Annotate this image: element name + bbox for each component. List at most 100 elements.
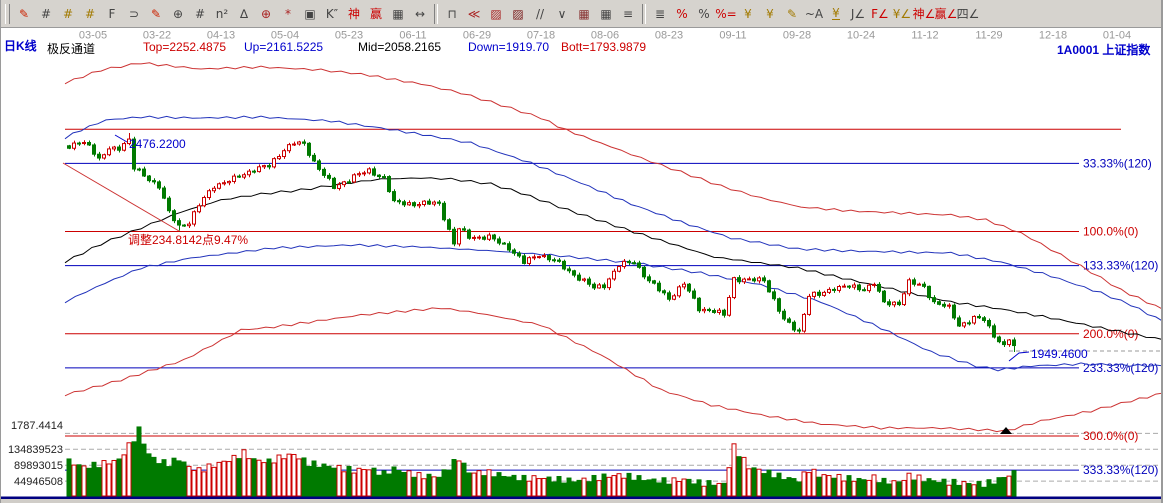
candle-body bbox=[847, 285, 851, 288]
volume-bar bbox=[251, 458, 257, 497]
volume-bar bbox=[641, 480, 647, 497]
candle-body bbox=[887, 301, 891, 306]
volume-bar bbox=[106, 463, 112, 497]
volume-bar bbox=[936, 482, 942, 497]
toolbar-icon-pct-strike[interactable]: % bbox=[671, 3, 693, 25]
toolbar-icon-fan-square-1[interactable]: ▨ bbox=[485, 3, 507, 25]
volume-bar bbox=[676, 481, 682, 497]
candle-body bbox=[997, 336, 1001, 343]
bottom-gray-strip[interactable] bbox=[1, 499, 1163, 503]
volume-bar bbox=[371, 467, 377, 497]
toolbar-icon-ruler-hash[interactable]: # bbox=[35, 3, 57, 25]
candle-body bbox=[522, 255, 526, 264]
period-label[interactable]: 日K线 bbox=[4, 39, 37, 53]
toolbar-icon-gold-hash-2[interactable]: # bbox=[79, 3, 101, 25]
toolbar-icon-f-hash[interactable]: F bbox=[101, 3, 123, 25]
volume-bar bbox=[121, 454, 127, 497]
toolbar-icon-pen-gold[interactable]: ✎ bbox=[781, 3, 803, 25]
toolbar-icon-shen-stamp[interactable]: 神 bbox=[343, 3, 365, 25]
toolbar-icon-check-lines[interactable]: ∨ bbox=[551, 3, 573, 25]
volume-bar bbox=[556, 476, 562, 497]
toolbar-icon-circle-hash[interactable]: ⊕ bbox=[167, 3, 189, 25]
toolbar-icon-square-target[interactable]: ▣ bbox=[299, 3, 321, 25]
toolbar-icon-pen-lines[interactable]: // bbox=[529, 3, 551, 25]
toolbar-icon-wave-a[interactable]: ~A bbox=[803, 3, 825, 25]
channel-line-mid bbox=[64, 177, 1161, 340]
bottom-marker-triangle bbox=[1000, 427, 1012, 434]
toolbar-grip[interactable] bbox=[5, 3, 10, 24]
volume-bar bbox=[906, 472, 912, 497]
volume-bar bbox=[516, 480, 522, 497]
toolbar-icon-f-angle[interactable]: F∠ bbox=[869, 3, 891, 25]
toolbar-icon-k-quote[interactable]: K″ bbox=[321, 3, 343, 25]
date-label: 08-06 bbox=[591, 30, 619, 42]
candle-body bbox=[977, 315, 981, 319]
toolbar: ✎ # # # F ⊃ ✎ ⊕ # n² ∆ ⊕ * ▣ K″ 神赢 ▦ ↔ ⊓ ≪ ▨ ▨//∨ ▦ ▦ ≡ ≣%% %= ¥ ¥ ✎ ~… bbox=[1, 0, 1161, 28]
toolbar-icon-ying-angle[interactable]: 赢∠ bbox=[935, 3, 958, 25]
toolbar-icon-plain-hash[interactable]: # bbox=[189, 3, 211, 25]
candle-body bbox=[667, 292, 671, 300]
peak-price-label: 2476.2200 bbox=[129, 137, 186, 151]
toolbar-icon-gann-fan[interactable]: ≪ bbox=[463, 3, 485, 25]
volume-bar bbox=[471, 472, 477, 497]
volume-bar bbox=[951, 478, 957, 497]
volume-bar bbox=[96, 467, 102, 497]
volume-bar bbox=[846, 475, 852, 497]
toolbar-icon-frame[interactable]: ⊓ bbox=[441, 3, 463, 25]
candle-body bbox=[657, 282, 661, 292]
level-label: 300.0%(0) bbox=[1083, 429, 1138, 443]
toolbar-icon-pct-lines[interactable]: %= bbox=[715, 3, 737, 25]
toolbar-icon-parallel-diag[interactable]: ≡ bbox=[617, 3, 639, 25]
toolbar-icon-n2-hash[interactable]: n² bbox=[211, 3, 233, 25]
candle-body bbox=[952, 304, 956, 319]
volume-bar bbox=[701, 485, 707, 497]
candle-body bbox=[562, 260, 566, 270]
candle-body bbox=[387, 176, 391, 193]
trend-measure-line[interactable] bbox=[62, 162, 180, 232]
toolbar-icon-pen-hash[interactable]: ✎ bbox=[145, 3, 167, 25]
level-label: 100.0%(0) bbox=[1083, 225, 1138, 239]
volume-bar bbox=[71, 464, 77, 497]
toolbar-icon-ladder-lines[interactable]: ≣ bbox=[649, 3, 671, 25]
toolbar-icon-gold-underline[interactable]: ¥ bbox=[825, 3, 847, 25]
volume-bar bbox=[336, 464, 342, 497]
toolbar-icon-brush[interactable]: ✎ bbox=[13, 3, 35, 25]
toolbar-icon-star[interactable]: * bbox=[277, 3, 299, 25]
toolbar-icon-shen-angle[interactable]: 神∠ bbox=[913, 3, 936, 25]
candle-body bbox=[802, 313, 806, 332]
toolbar-icon-ying-stamp[interactable]: 赢 bbox=[365, 3, 387, 25]
toolbar-icon-dense-grid-2[interactable]: ▦ bbox=[595, 3, 617, 25]
toolbar-icon-flag[interactable]: ∆ bbox=[233, 3, 255, 25]
volume-bar bbox=[811, 468, 817, 497]
toolbar-icon-si-angle[interactable]: 四∠ bbox=[957, 3, 980, 25]
toolbar-icon-gold-coin-2[interactable]: ¥ bbox=[759, 3, 781, 25]
candle-body bbox=[292, 143, 296, 146]
volume-bar bbox=[456, 460, 462, 497]
toolbar-icon-gold-angle[interactable]: ¥∠ bbox=[891, 3, 913, 25]
toolbar-icon-fan-square-2[interactable]: ▨ bbox=[507, 3, 529, 25]
toolbar-icon-percent[interactable]: % bbox=[693, 3, 715, 25]
date-label: 12-18 bbox=[1039, 30, 1067, 42]
toolbar-icon-dense-grid-1[interactable]: ▦ bbox=[573, 3, 595, 25]
toolbar-icon-gold-coin-1[interactable]: ¥ bbox=[737, 3, 759, 25]
date-label: 05-23 bbox=[335, 30, 363, 42]
toolbar-icon-gold-hash-1[interactable]: # bbox=[57, 3, 79, 25]
toolbar-icon-wide-grid[interactable]: ▦ bbox=[387, 3, 409, 25]
candle-body bbox=[77, 142, 81, 145]
volume-bar bbox=[486, 469, 492, 497]
candle-body bbox=[397, 200, 401, 203]
candle-body bbox=[782, 310, 786, 320]
candle-body bbox=[642, 266, 646, 278]
toolbar-icon-circle-target[interactable]: ⊕ bbox=[255, 3, 277, 25]
toolbar-icon-j-angle[interactable]: J∠ bbox=[847, 3, 869, 25]
toolbar-icon-width-arrow[interactable]: ↔ bbox=[409, 3, 431, 25]
volume-bar bbox=[311, 460, 317, 497]
toolbar-icon-bow-hash[interactable]: ⊃ bbox=[123, 3, 145, 25]
volume-bar bbox=[436, 476, 442, 497]
volume-bar bbox=[281, 458, 287, 497]
candle-body bbox=[822, 291, 826, 296]
volume-bar bbox=[301, 457, 307, 497]
candle-body bbox=[317, 160, 321, 170]
